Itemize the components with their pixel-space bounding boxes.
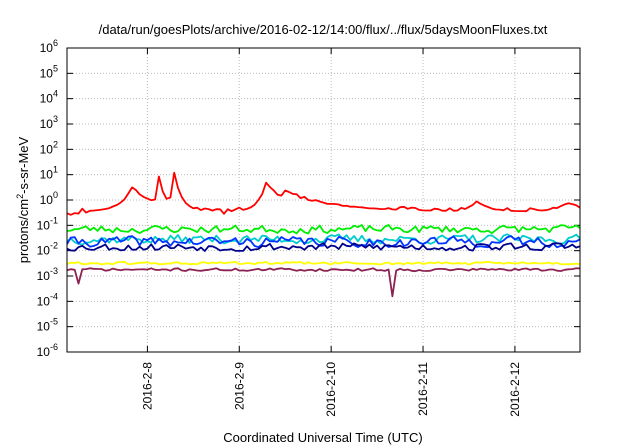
series-line-5	[66, 242, 581, 252]
series-line-1	[66, 171, 581, 216]
y-axis-label: protons/cm2-s-sr-MeV	[15, 136, 31, 263]
series-line-2	[66, 224, 581, 235]
chart-title: /data/run/goesPlots/archive/2016-02-12/1…	[99, 22, 548, 37]
x-tick-label: 2016-2-12	[508, 362, 522, 417]
y-tick-label: 10-5	[37, 317, 58, 334]
y-tick-label: 104	[40, 89, 58, 106]
x-tick-label: 2016-2-9	[232, 362, 246, 410]
y-tick-label: 10-2	[37, 241, 58, 258]
y-tick-labels: 106 105 104 103 102 101 100 10-1 10-2 10-3 10-4 10-…	[37, 38, 58, 359]
y-tick-label: 101	[40, 165, 58, 182]
series-line-4	[66, 235, 581, 249]
y-tick-label: 10-3	[37, 266, 58, 283]
y-tick-label: 10-1	[37, 215, 58, 232]
series-group	[66, 171, 581, 298]
y-tick-label: 105	[40, 63, 58, 80]
y-tick-label: 100	[40, 190, 58, 207]
y-tick-label: 10-4	[37, 291, 58, 308]
y-tick-label: 102	[40, 139, 58, 156]
series-line-6	[66, 260, 581, 266]
x-tick-label: 2016-2-10	[324, 362, 338, 417]
x-tick-labels: 2016-2-8 2016-2-9 2016-2-10 2016-2-11 2016-2…	[140, 362, 522, 417]
y-tick-label: 103	[40, 114, 58, 131]
grid	[67, 47, 580, 353]
x-tick-label: 2016-2-11	[416, 362, 430, 416]
y-tick-label: 106	[40, 38, 58, 55]
y-tick-label: 10-6	[37, 342, 58, 359]
plot-frame	[66, 47, 581, 353]
x-tick-label: 2016-2-8	[140, 362, 154, 410]
x-axis-label: Coordinated Universal Time (UTC)	[223, 430, 422, 445]
series-line-7	[66, 267, 581, 298]
